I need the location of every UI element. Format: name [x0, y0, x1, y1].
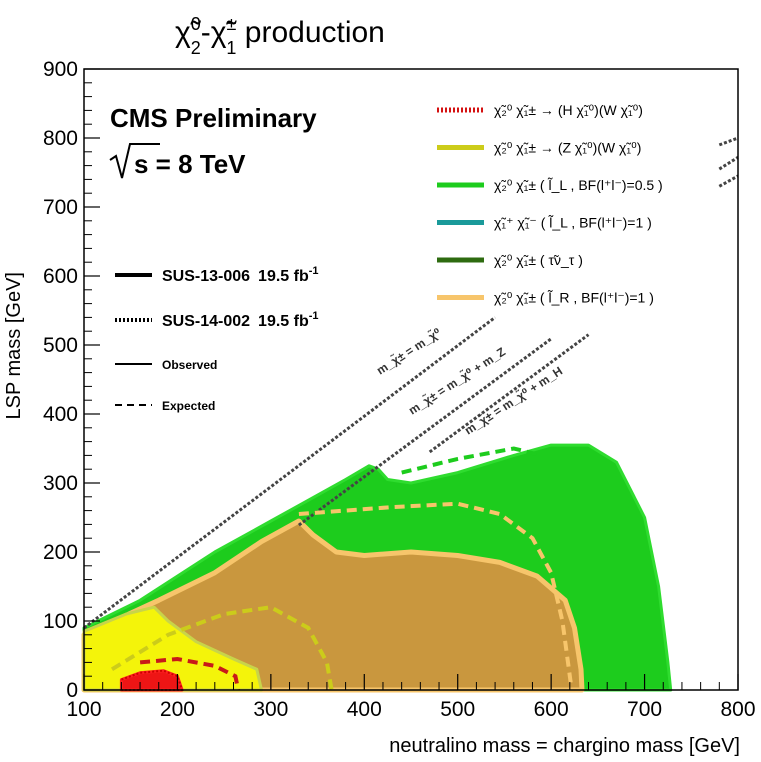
y-tick-label: 200 — [43, 541, 78, 564]
y-tick-label: 500 — [43, 334, 78, 357]
expected-curve-0 — [110, 605, 334, 691]
legend-label-1: χ̃₂⁰ χ̃₁± → (Z χ̃₁⁰)(W χ̃₁⁰) — [494, 140, 641, 156]
x-axis: 100 200 300 400 500 600 700 800 — [66, 674, 756, 721]
legend-observed-label: Observed — [162, 358, 217, 372]
plot-frame — [83, 68, 739, 691]
legend-label-0: χ̃₂⁰ χ̃₁± → (H χ̃₁⁰)(W χ̃₁⁰) — [494, 102, 643, 118]
x-tick-label: 700 — [627, 698, 662, 721]
y-tick-label: 0 — [66, 679, 78, 702]
analysis-1-label: SUS-13-006 19.5 fb-1 — [162, 265, 319, 285]
y-tick-label: 300 — [43, 472, 78, 495]
y-tick-label: 100 — [43, 610, 78, 633]
expected-curves — [110, 446, 574, 691]
legend-expected-label: Expected — [162, 399, 215, 413]
x-tick-label: 400 — [347, 698, 382, 721]
y-axis: 0 100 200 300 400 500 600 700 800 900 — [43, 58, 100, 702]
legend-label-5: χ̃₂⁰ χ̃₁± ( l̃_R , BF(l⁺l⁻)=1 ) — [494, 289, 654, 306]
y-tick-label: 900 — [43, 58, 78, 81]
legend-label-2: χ̃₂⁰ χ̃₁± ( l̃_L , BF(l⁺l⁻)=0.5 ) — [494, 176, 663, 193]
y-tick-label: 700 — [43, 196, 78, 219]
y-tick-label: 600 — [43, 265, 78, 288]
x-tick-label: 300 — [253, 698, 288, 721]
diagonal-line-2 — [428, 333, 590, 454]
sqrt-sign — [109, 143, 160, 179]
x-tick-label: 500 — [440, 698, 475, 721]
diagonal-stub-0 — [718, 136, 739, 147]
svg-text:s = 8 TeV: s = 8 TeV — [134, 149, 246, 179]
x-axis-title: neutralino mass = chargino mass [GeV] — [389, 735, 740, 757]
expected-curve-1 — [139, 656, 241, 691]
y-axis-title: LSP mass [GeV] — [3, 272, 25, 419]
analysis-legend: SUS-13-006 19.5 fb-1 SUS-14-002 19.5 fb-1 … — [115, 265, 319, 413]
diagonal-line-1 — [297, 337, 553, 527]
chart-title: χ̃0 2-χ̃± 1 production — [175, 14, 385, 58]
experiment-label: CMS Preliminary — [110, 103, 317, 133]
process-legend: χ̃₂⁰ χ̃₁± → (H χ̃₁⁰)(W χ̃₁⁰) χ̃₂⁰ χ̃₁± → … — [437, 102, 663, 306]
x-tick-label: 600 — [534, 698, 569, 721]
x-tick-label: 100 — [66, 698, 101, 721]
legend-label-3: χ̃₁⁺ χ̃₁⁻ ( l̃_L , BF(l⁺l⁻)=1 ) — [494, 214, 652, 231]
diagonal-stub-1 — [718, 156, 739, 171]
x-tick-label: 200 — [160, 698, 195, 721]
expected-curve-3 — [401, 446, 543, 475]
x-tick-label: 800 — [720, 698, 755, 721]
region-h-outline — [121, 669, 184, 691]
diagonal-line-0 — [83, 316, 496, 630]
legend-label-4: χ̃₂⁰ χ̃₁± ( τ̃ν_τ ) — [494, 252, 583, 268]
y-tick-label: 800 — [43, 127, 78, 150]
energy-label: s = 8 TeV — [109, 143, 246, 179]
y-tick-label: 400 — [43, 403, 78, 426]
analysis-2-label: SUS-14-002 19.5 fb-1 — [162, 310, 319, 330]
diagonal-stub-2 — [718, 174, 739, 188]
expected-curve-2 — [298, 501, 574, 691]
